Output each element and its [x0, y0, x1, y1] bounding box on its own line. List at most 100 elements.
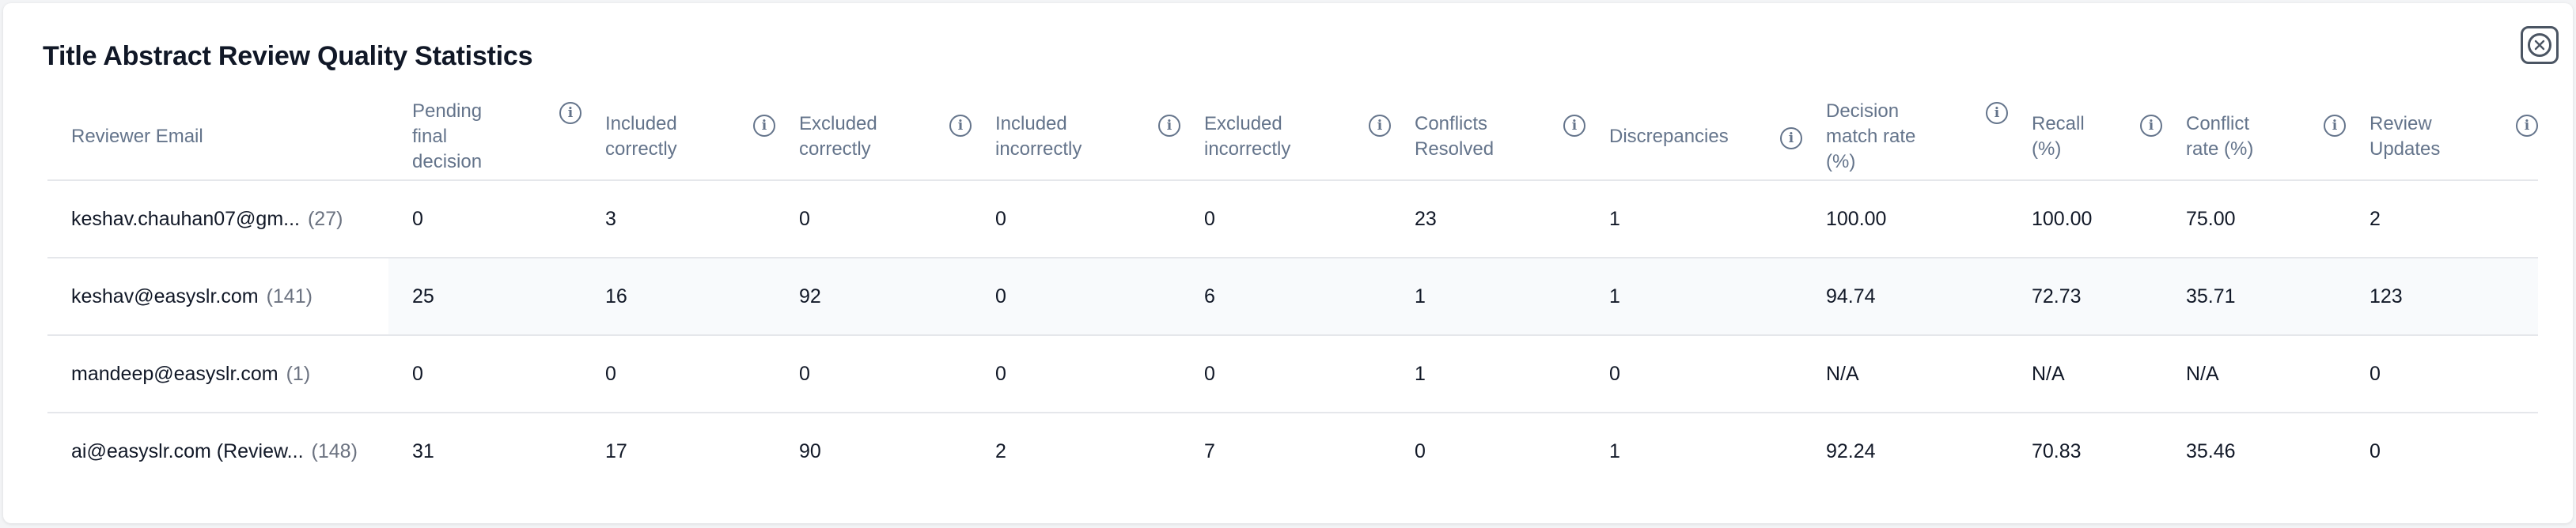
table-cell: 2 — [995, 440, 1006, 462]
reviewer-email-cell: keshav@easyslr.com (141) — [47, 258, 388, 336]
review-count: (27) — [307, 207, 343, 230]
table-cell: 17 — [605, 440, 627, 462]
table-cell: 0 — [2370, 440, 2381, 462]
table-cell: 0 — [581, 335, 775, 413]
close-button[interactable] — [2521, 26, 2559, 64]
info-icon[interactable]: i — [2516, 114, 2538, 137]
column-header-label: Pending final decision — [412, 100, 483, 172]
info-icon[interactable]: i — [1986, 101, 2008, 124]
table-row: keshav.chauhan07@gm... (27) 0 3 0 0 0 23 1 100.00… — [47, 180, 2538, 258]
table-cell: 0 — [1180, 335, 1391, 413]
table-cell: 31 — [412, 440, 434, 462]
column-header-label: Included incorrectly — [995, 112, 1082, 160]
column-header-label: Conflict rate (%) — [2186, 112, 2254, 160]
reviewer-email-cell: mandeep@easyslr.com (1) — [47, 335, 388, 413]
table-cell: 0 — [972, 180, 1180, 258]
column-header: Discrepancies i — [1585, 93, 1802, 181]
info-icon[interactable]: i — [1369, 114, 1391, 137]
table-cell: 92 — [775, 258, 972, 336]
column-header-label: Decision match rate (%) — [1826, 100, 1916, 172]
review-count: (148) — [311, 440, 358, 462]
table-cell: 100.00 — [2008, 180, 2162, 258]
column-header-label: Conflicts Resolved — [1415, 112, 1494, 160]
table-cell: 0 — [388, 180, 581, 258]
table-cell: 94.74 — [1802, 258, 2008, 336]
table-cell: 90 — [799, 440, 821, 462]
table-cell: 25 — [388, 258, 581, 336]
reviewer-email: mandeep@easyslr.com — [71, 362, 278, 385]
column-header: Decision match rate (%) i — [1802, 93, 2008, 181]
table-cell: 1 — [1585, 258, 1802, 336]
review-count: (1) — [286, 362, 311, 385]
column-header-label: Included correctly — [605, 112, 677, 160]
table-cell: 0 — [972, 335, 1180, 413]
column-header-label: Reviewer Email — [71, 125, 203, 147]
table-cell: 0 — [775, 335, 972, 413]
table-cell: 1 — [1609, 440, 1620, 462]
table-cell: 0 — [2346, 335, 2538, 413]
table-cell: 3 — [581, 180, 775, 258]
table-cell: 100.00 — [1802, 180, 2008, 258]
table-row: ai@easyslr.com (Review... (148) 31 17 90 2 7 0 1… — [47, 413, 2538, 490]
table-cell: N/A — [2162, 335, 2346, 413]
info-icon[interactable]: i — [1158, 114, 1180, 137]
table-cell: 1 — [1391, 258, 1585, 336]
table-cell: 72.73 — [2008, 258, 2162, 336]
column-header: Pending final decision i — [388, 93, 581, 181]
column-header: Excluded correctly i — [775, 93, 972, 181]
table-cell: 1 — [1391, 335, 1585, 413]
table-cell: N/A — [2008, 335, 2162, 413]
table-cell: 2 — [2346, 180, 2538, 258]
column-header-label: Discrepancies — [1609, 125, 1729, 147]
column-header: Conflict rate (%) i — [2162, 93, 2346, 181]
table-row: mandeep@easyslr.com (1) 0 0 0 0 0 1 0 N/A N/A N/A 0 — [47, 335, 2538, 413]
column-header: Reviewer Email — [47, 93, 388, 181]
table-cell: 0 — [1180, 180, 1391, 258]
column-header-label: Review Updates — [2370, 112, 2441, 160]
table-cell: 75.00 — [2162, 180, 2346, 258]
reviewer-email: ai@easyslr.com (Review... — [71, 440, 304, 462]
table-cell: 0 — [972, 258, 1180, 336]
table-cell: 92.24 — [1826, 440, 1876, 462]
column-header: Included incorrectly i — [972, 93, 1180, 181]
reviewer-email-cell: ai@easyslr.com (Review... (148) — [47, 413, 388, 490]
info-icon[interactable]: i — [949, 114, 972, 137]
table-cell: 1 — [1585, 180, 1802, 258]
column-header-label: Recall (%) — [2032, 112, 2085, 160]
info-icon[interactable]: i — [1780, 126, 1802, 149]
reviewer-email-cell: keshav.chauhan07@gm... (27) — [47, 180, 388, 258]
stats-table: Reviewer Email Pending final decision i Inc… — [47, 93, 2538, 490]
table-cell: 0 — [775, 180, 972, 258]
table-cell: 70.83 — [2032, 440, 2082, 462]
column-header: Recall (%) i — [2008, 93, 2162, 181]
info-icon[interactable]: i — [2140, 114, 2162, 137]
review-count: (141) — [266, 285, 313, 307]
column-header-label: Excluded correctly — [799, 112, 877, 160]
table-cell: 23 — [1391, 180, 1585, 258]
table-body: keshav.chauhan07@gm... (27) 0 3 0 0 0 23 1 100.00… — [47, 180, 2538, 490]
info-icon[interactable]: i — [2324, 114, 2346, 137]
statistics-dialog: Title Abstract Review Quality Statistics… — [3, 3, 2573, 523]
table-cell: 0 — [1415, 440, 1426, 462]
table-row: keshav@easyslr.com (141) 25 16 92 0 6 1 1 94.74 72… — [47, 258, 2538, 336]
close-x-icon — [2528, 33, 2551, 57]
info-icon[interactable]: i — [753, 114, 775, 137]
table-cell: 6 — [1180, 258, 1391, 336]
info-icon[interactable]: i — [559, 101, 581, 124]
column-header: Included correctly i — [581, 93, 775, 181]
table-header-row: Reviewer Email Pending final decision i Inc… — [47, 93, 2538, 181]
reviewer-email: keshav.chauhan07@gm... — [71, 207, 300, 230]
column-header: Excluded incorrectly i — [1180, 93, 1391, 181]
column-header-label: Excluded incorrectly — [1204, 112, 1291, 160]
info-icon[interactable]: i — [1563, 114, 1585, 137]
table-cell: 0 — [1585, 335, 1802, 413]
table-cell: 35.71 — [2162, 258, 2346, 336]
table-cell: 123 — [2346, 258, 2538, 336]
column-header: Review Updates i — [2346, 93, 2538, 181]
dialog-title: Title Abstract Review Quality Statistics — [43, 41, 533, 71]
table-cell: 7 — [1204, 440, 1215, 462]
reviewer-email: keshav@easyslr.com — [71, 285, 259, 307]
table-cell: N/A — [1802, 335, 2008, 413]
table-cell: 35.46 — [2186, 440, 2236, 462]
table-cell: 0 — [388, 335, 581, 413]
